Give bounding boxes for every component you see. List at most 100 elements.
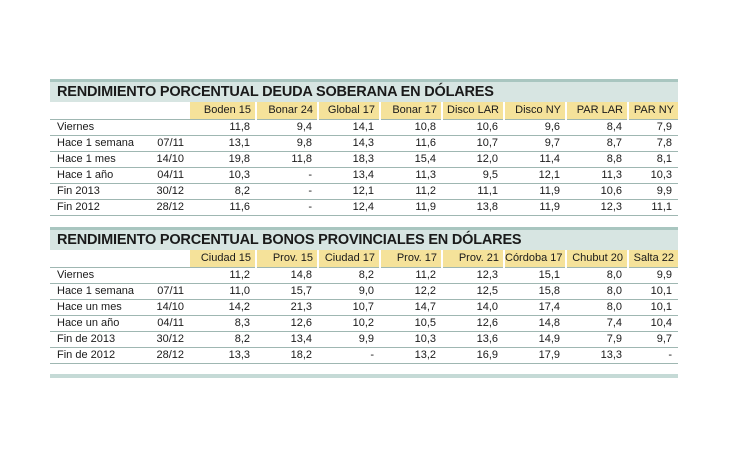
value-cell: 12,6 (256, 315, 318, 332)
value-cell: 10,1 (628, 283, 678, 300)
value-cell: 8,8 (566, 151, 628, 168)
provincial-bonds-table-section: RENDIMIENTO PORCENTUAL BONOS PROVINCIALE… (50, 227, 678, 364)
value-cell: 11,8 (190, 119, 256, 136)
value-cell: 11,1 (442, 183, 504, 200)
row-label: Hace 1 mes (50, 151, 138, 168)
column-header: Chubut 20 (565, 250, 628, 268)
column-header: Disco NY (503, 102, 566, 120)
sovereign-debt-table: Boden 15 Bonar 24 Global 17 Bonar 17 Disco L… (50, 102, 678, 216)
table-row: Hace 1 semana 07/11 13,1 9,8 14,3 11,6 10,7 9,7… (50, 135, 678, 152)
column-header: Boden 15 (190, 102, 256, 120)
value-cell: 21,3 (256, 299, 318, 316)
value-cell: 18,3 (318, 151, 380, 168)
value-cell: 17,4 (504, 299, 566, 316)
column-header: Ciudad 15 (190, 250, 256, 268)
row-date: 28/12 (138, 347, 190, 364)
value-cell: 11,4 (504, 151, 566, 168)
value-cell: 10,4 (628, 315, 678, 332)
table-row: Hace 1 mes 14/10 19,8 11,8 18,3 15,4 12,0 11,4 8… (50, 151, 678, 168)
value-cell: 11,0 (190, 283, 256, 300)
row-date: 14/10 (138, 151, 190, 168)
row-date: 30/12 (138, 183, 190, 200)
row-label: Hace un mes (50, 299, 138, 316)
value-cell: 8,1 (628, 151, 678, 168)
row-label: Viernes (50, 119, 138, 136)
value-cell: 7,9 (566, 331, 628, 348)
value-cell: 9,9 (628, 267, 678, 284)
table-row: Hace 1 año 04/11 10,3-13,4 11,3 9,5 12,1 11,3 1… (50, 167, 678, 184)
value-cell: 12,4 (318, 199, 380, 216)
table-row: Hace un año 04/11 8,3 12,6 10,2 10,5 12,6 14,8 7… (50, 315, 678, 332)
value-cell: 11,1 (628, 199, 678, 216)
column-header: Prov. 15 (255, 250, 318, 268)
value-cell: 12,2 (380, 283, 442, 300)
sovereign-debt-table-section: RENDIMIENTO PORCENTUAL DEUDA SOBERANA EN… (50, 79, 678, 216)
value-cell: 13,3 (190, 347, 256, 364)
row-label: Hace 1 semana (50, 135, 138, 152)
row-label: Viernes (50, 267, 138, 284)
value-cell: 13,2 (380, 347, 442, 364)
header-blank-cell (138, 250, 190, 268)
table-row: Viernes 11,8 9,4 14,1 10,8 10,6 9,6 8,4 7,9 (50, 119, 678, 136)
row-date (138, 267, 190, 284)
column-header: PAR LAR (565, 102, 628, 120)
table-title: RENDIMIENTO PORCENTUAL DEUDA SOBERANA EN… (50, 79, 678, 102)
value-cell: 11,9 (380, 199, 442, 216)
value-cell: 8,4 (566, 119, 628, 136)
value-cell: 16,9 (442, 347, 504, 364)
value-cell: 9,6 (504, 119, 566, 136)
value-cell: 12,5 (442, 283, 504, 300)
row-date: 07/11 (138, 135, 190, 152)
table-title: RENDIMIENTO PORCENTUAL BONOS PROVINCIALE… (50, 227, 678, 250)
value-cell: 10,3 (628, 167, 678, 184)
value-cell: 9,8 (256, 135, 318, 152)
row-date: 28/12 (138, 199, 190, 216)
value-cell: 10,6 (566, 183, 628, 200)
value-cell: 9,9 (318, 331, 380, 348)
row-date (138, 119, 190, 136)
value-cell: 11,3 (566, 167, 628, 184)
row-label: Hace 1 año (50, 167, 138, 184)
header-row: Ciudad 15 Prov. 15 Ciudad 17 Prov. 17 Prov. … (50, 250, 678, 268)
value-cell: 11,6 (380, 135, 442, 152)
value-cell: 10,3 (190, 167, 256, 184)
column-header: Bonar 24 (255, 102, 318, 120)
value-cell: 14,1 (318, 119, 380, 136)
row-date: 04/11 (138, 167, 190, 184)
value-cell: 8,2 (190, 183, 256, 200)
value-cell: 10,7 (442, 135, 504, 152)
value-cell: 11,2 (380, 183, 442, 200)
value-cell: 8,7 (566, 135, 628, 152)
value-cell: 17,9 (504, 347, 566, 364)
value-cell: 15,1 (504, 267, 566, 284)
table-row: Hace 1 semana 07/11 11,0 15,7 9,0 12,2 12,5 15,… (50, 283, 678, 300)
header-row: Boden 15 Bonar 24 Global 17 Bonar 17 Disco L… (50, 102, 678, 120)
value-cell: 12,1 (504, 167, 566, 184)
value-cell: 11,3 (380, 167, 442, 184)
row-label: Fin de 2013 (50, 331, 138, 348)
value-cell: 9,5 (442, 167, 504, 184)
value-cell: - (256, 183, 318, 200)
row-date: 04/11 (138, 315, 190, 332)
value-cell: 15,8 (504, 283, 566, 300)
value-cell: 13,4 (256, 331, 318, 348)
value-cell: 10,3 (380, 331, 442, 348)
row-label: Fin 2013 (50, 183, 138, 200)
provincial-bonds-table: Ciudad 15 Prov. 15 Ciudad 17 Prov. 17 Prov. … (50, 250, 678, 364)
column-header: Ciudad 17 (317, 250, 380, 268)
column-header: PAR NY (627, 102, 678, 120)
value-cell: 9,9 (628, 183, 678, 200)
value-cell: 9,0 (318, 283, 380, 300)
value-cell: 9,7 (628, 331, 678, 348)
value-cell: 12,0 (442, 151, 504, 168)
value-cell: 19,8 (190, 151, 256, 168)
value-cell: 10,1 (628, 299, 678, 316)
value-cell: 11,6 (190, 199, 256, 216)
row-date: 14/10 (138, 299, 190, 316)
value-cell: 10,5 (380, 315, 442, 332)
value-cell: 14,9 (504, 331, 566, 348)
value-cell: 13,3 (566, 347, 628, 364)
value-cell: 8,2 (318, 267, 380, 284)
value-cell: 12,3 (566, 199, 628, 216)
column-header: Bonar 17 (379, 102, 442, 120)
